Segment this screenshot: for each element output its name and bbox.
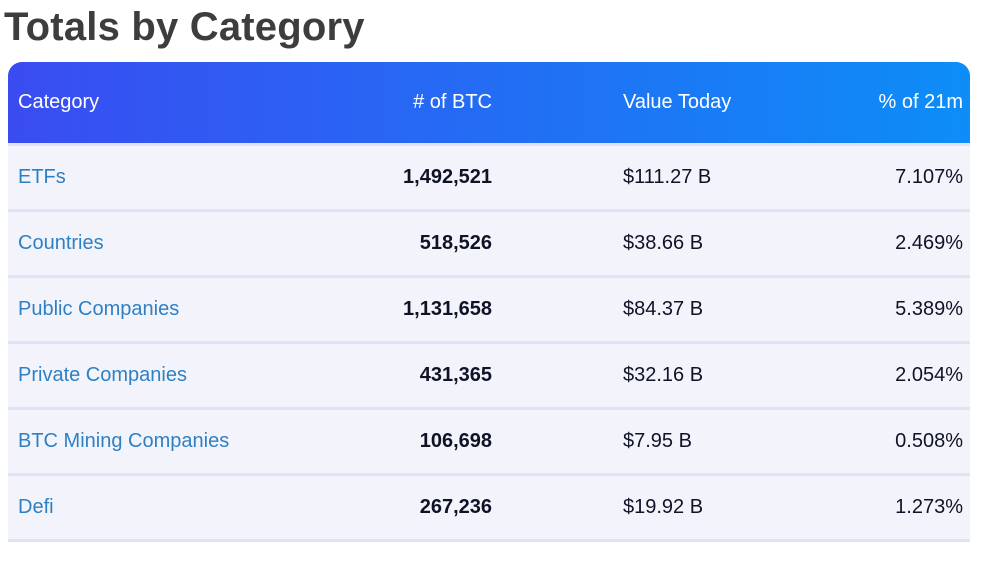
totals-by-category-table: Category # of BTC Value Today % of 21m E…: [8, 62, 970, 542]
column-header-pct-of-21m: % of 21m: [878, 91, 963, 113]
table-row: Defi 267,236 $19.92 B 1.273%: [8, 476, 970, 542]
table-body: ETFs 1,492,521 $111.27 B 7.107% Countrie…: [8, 146, 970, 542]
btc-amount: 267,236: [419, 496, 492, 518]
percent-of-21m: 2.054%: [895, 364, 963, 386]
table-row: Public Companies 1,131,658 $84.37 B 5.38…: [8, 278, 970, 344]
btc-amount: 106,698: [419, 430, 492, 452]
percent-of-21m: 2.469%: [895, 232, 963, 254]
column-header-btc: # of BTC: [413, 91, 492, 113]
percent-of-21m: 0.508%: [895, 430, 963, 452]
table-row: Private Companies 431,365 $32.16 B 2.054…: [8, 344, 970, 410]
table-row: ETFs 1,492,521 $111.27 B 7.107%: [8, 146, 970, 212]
column-header-category: Category: [18, 91, 100, 113]
category-link[interactable]: Countries: [18, 232, 104, 254]
btc-amount: 518,526: [419, 232, 492, 254]
value-today: $7.95 B: [623, 430, 692, 452]
btc-amount: 431,365: [419, 364, 492, 386]
btc-amount: 1,131,658: [403, 298, 492, 320]
table-row: BTC Mining Companies 106,698 $7.95 B 0.5…: [8, 410, 970, 476]
percent-of-21m: 7.107%: [895, 166, 963, 188]
category-link[interactable]: BTC Mining Companies: [18, 430, 230, 452]
category-link[interactable]: Defi: [18, 496, 54, 518]
btc-amount: 1,492,521: [403, 166, 492, 188]
value-today: $19.92 B: [623, 496, 704, 518]
value-today: $38.66 B: [623, 232, 704, 254]
value-today: $84.37 B: [623, 298, 704, 320]
page: Totals by Category Category # of BTC Val…: [4, 5, 970, 542]
value-today: $111.27 B: [623, 166, 712, 188]
category-link[interactable]: ETFs: [18, 166, 66, 188]
value-today: $32.16 B: [623, 364, 704, 386]
page-title: Totals by Category: [4, 5, 365, 49]
category-link[interactable]: Public Companies: [18, 298, 180, 320]
column-header-value-today: Value Today: [623, 91, 732, 113]
percent-of-21m: 5.389%: [895, 298, 963, 320]
percent-of-21m: 1.273%: [895, 496, 963, 518]
table-header-row: Category # of BTC Value Today % of 21m: [8, 62, 970, 146]
category-link[interactable]: Private Companies: [18, 364, 187, 386]
table-row: Countries 518,526 $38.66 B 2.469%: [8, 212, 970, 278]
